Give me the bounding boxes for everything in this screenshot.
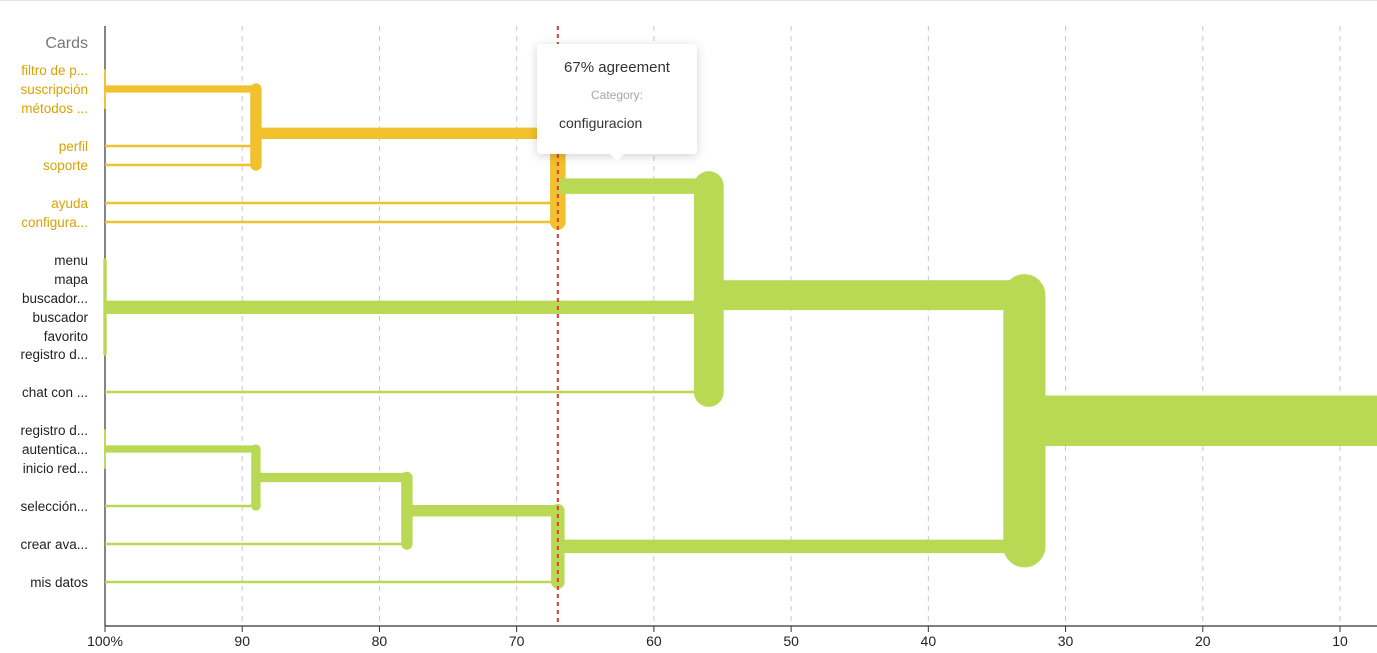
tooltip-title: 67% agreement [564, 59, 670, 76]
leaf-label: selección... [20, 499, 88, 514]
x-tick-label: 10 [1332, 633, 1348, 649]
x-tick-label: 70 [509, 633, 525, 649]
leaf-label: chat con ... [22, 385, 88, 400]
merge-G [105, 444, 261, 511]
x-tick-label: 80 [372, 633, 388, 649]
leaf-label: crear ava... [20, 537, 88, 552]
leaf-label: configura... [21, 215, 88, 230]
merge-I [105, 504, 565, 589]
tooltip-category-label: Category: [590, 88, 644, 102]
x-tick-label: 30 [1058, 633, 1074, 649]
leaf-label: métodos ... [21, 101, 88, 116]
leaf-label: autentica... [22, 442, 88, 457]
leaf-label: perfil [59, 139, 88, 154]
leaf-label: menu [54, 253, 88, 268]
leaf-label: inicio red... [23, 461, 88, 476]
x-tick-label: 60 [646, 633, 662, 649]
leaf-label: favorito [44, 329, 88, 344]
x-tick-label: 20 [1195, 633, 1211, 649]
x-tick-label: 90 [234, 633, 250, 649]
agreement-tooltip: 67% agreement Category: configuracion [537, 44, 697, 161]
leaf-label: filtro de p... [21, 63, 88, 78]
y-axis-title: Cards [45, 35, 88, 52]
merge-E [105, 171, 724, 407]
x-tick-label: 40 [921, 633, 937, 649]
leaf-label: mapa [54, 272, 88, 287]
leaf-label: registro d... [20, 423, 88, 438]
tooltip-category-value: configuracion [559, 115, 643, 131]
leaf-label: buscador [32, 310, 88, 325]
leaf-label: ayuda [51, 196, 88, 211]
leaf-label: mis datos [30, 575, 88, 590]
leaf-label: suscripción [20, 82, 88, 97]
leaf-label: soporte [43, 158, 88, 173]
top-divider [0, 0, 1377, 1]
leaf-label: registro d... [20, 347, 88, 362]
merge-B [105, 83, 262, 171]
x-tick-label: 100% [87, 633, 123, 649]
leaf-label: buscador... [22, 291, 88, 306]
x-tick-label: 50 [783, 633, 799, 649]
